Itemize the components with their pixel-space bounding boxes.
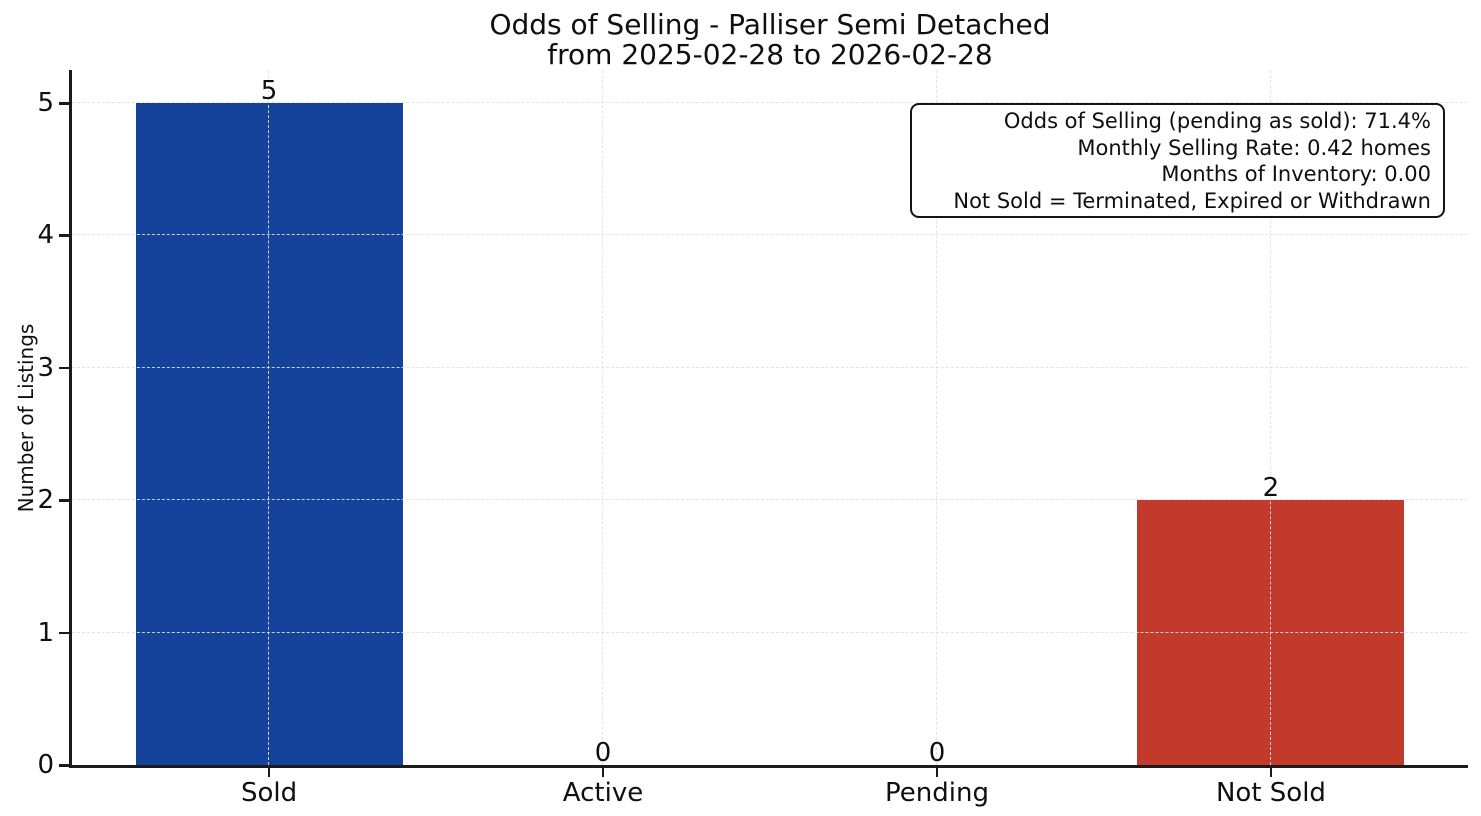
y-tick-label: 1 [37,617,54,648]
y-tick-mark [59,102,69,105]
x-tick-mark [267,768,271,777]
bar-value-label-active: 0 [594,738,612,768]
x-axis-spine [69,765,1468,768]
x-tick-mark [1269,768,1273,777]
x-tick-mark [601,768,605,777]
annotation-monthly-selling-rate: Monthly Selling Rate: 0.42 homes [1077,135,1431,160]
y-tick-label: 5 [37,88,54,119]
y-tick-mark [59,366,69,370]
stats-annotation-box: Odds of Selling (pending as sold): 71.4%… [910,103,1445,218]
x-tick-label-active: Active [562,778,644,808]
v-gridline [1269,70,1271,765]
bar-value-label-pending: 0 [928,738,946,768]
v-gridline [602,70,603,765]
x-tick-label-pending: Pending [885,778,989,808]
x-tick-label-not-sold: Not Sold [1215,778,1326,808]
bar-not-sold [1137,500,1405,765]
chart-title-line1: Odds of Selling - Palliser Semi Detached [489,8,1051,41]
h-gridline [72,234,1468,236]
v-gridline [268,70,270,765]
x-tick-mark [935,768,939,777]
y-tick-label: 3 [37,352,54,383]
h-gridline [72,102,1468,104]
y-tick-label: 4 [37,220,54,251]
chart-title-line2: from 2025-02-28 to 2026-02-28 [547,38,993,71]
bar-value-label-sold: 5 [260,76,278,107]
chart-title: Odds of Selling - Palliser Semi Detached… [72,10,1468,70]
y-tick-mark [59,764,69,767]
annotation-not-sold-definition: Not Sold = Terminated, Expired or Withdr… [953,188,1431,213]
y-tick-label: 0 [37,750,54,780]
bar-sold [135,103,403,765]
y-tick-mark [59,631,69,635]
annotation-odds-of-selling: Odds of Selling (pending as sold): 71.4% [1003,109,1431,133]
x-tick-label-sold: Sold [240,778,298,808]
y-tick-mark [59,499,69,502]
h-gridline [72,631,1468,633]
y-tick-mark [59,234,69,237]
h-gridline [72,366,1468,368]
v-gridline [935,70,937,765]
y-tick-label: 2 [37,485,54,516]
h-gridline [72,499,1468,501]
y-axis-spine [69,70,72,768]
bar-value-label-not-sold: 2 [1262,473,1280,504]
annotation-months-of-inventory: Months of Inventory: 0.00 [1161,162,1431,186]
